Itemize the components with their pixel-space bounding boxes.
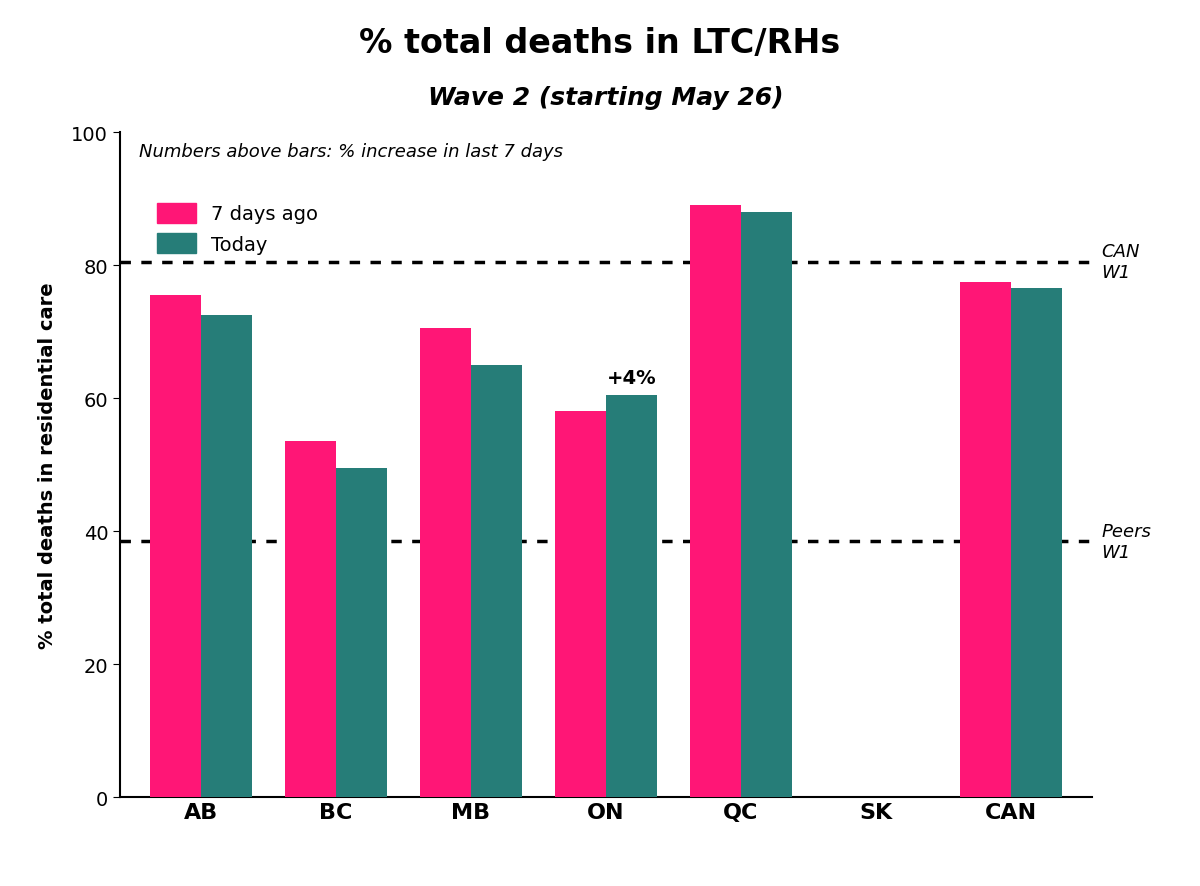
Text: % total deaths in LTC/RHs: % total deaths in LTC/RHs <box>359 27 841 59</box>
Bar <box>1010 289 1062 797</box>
Legend: 7 days ago, Today: 7 days ago, Today <box>149 196 326 262</box>
Bar <box>690 206 742 797</box>
Bar <box>284 442 336 797</box>
Bar <box>470 365 522 797</box>
Text: Peers
W1: Peers W1 <box>1102 522 1152 561</box>
Bar <box>202 315 252 797</box>
Y-axis label: % total deaths in residential care: % total deaths in residential care <box>38 282 58 649</box>
Bar <box>554 412 606 797</box>
Text: Numbers above bars: % increase in last 7 days: Numbers above bars: % increase in last 7… <box>139 143 564 161</box>
Bar <box>150 296 202 797</box>
Bar <box>742 213 792 797</box>
Bar <box>606 395 658 797</box>
Bar <box>420 329 470 797</box>
Text: CAN
W1: CAN W1 <box>1102 243 1140 282</box>
Bar <box>960 283 1010 797</box>
Title: Wave 2 (starting May 26): Wave 2 (starting May 26) <box>428 86 784 110</box>
Bar <box>336 469 388 797</box>
Text: +4%: +4% <box>607 369 656 387</box>
